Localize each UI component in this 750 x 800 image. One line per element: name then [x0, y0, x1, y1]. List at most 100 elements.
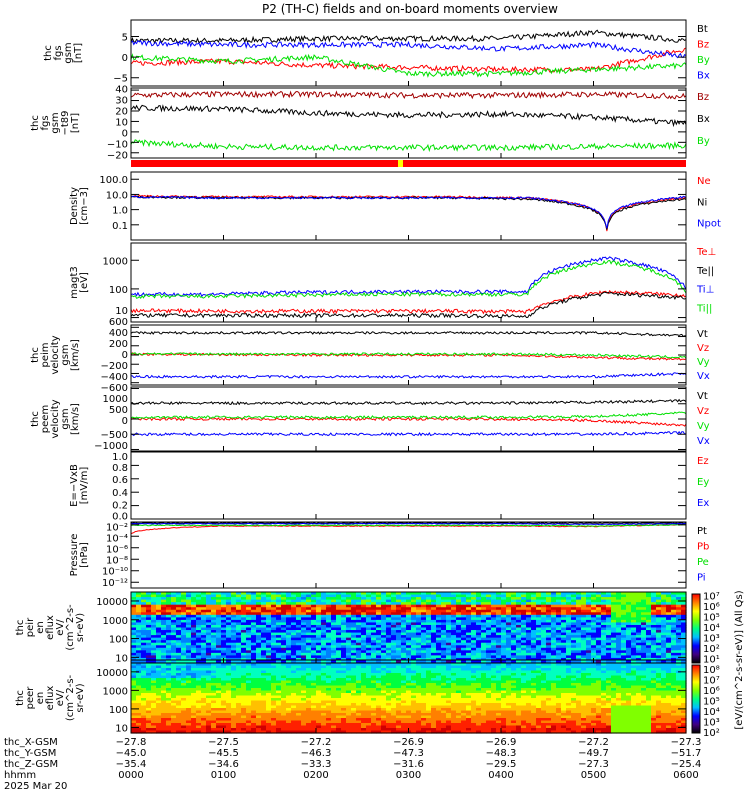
spectrogram-cell — [386, 660, 392, 664]
spectrogram-cell — [141, 604, 147, 608]
spectrogram-cell — [616, 604, 622, 608]
spectrogram-cell — [541, 599, 547, 603]
spectrogram-cell — [196, 690, 202, 694]
spectrogram-cell — [296, 713, 302, 717]
spectrogram-cell — [516, 637, 522, 641]
spectrogram-cell — [601, 637, 607, 641]
spectrogram-cell — [361, 730, 367, 734]
spectrogram-cell — [596, 650, 602, 654]
spectrogram-cell — [311, 708, 317, 712]
y-tick-label: 40 — [115, 85, 128, 96]
spectrogram-cell — [611, 655, 617, 659]
spectrogram-cell — [151, 599, 157, 603]
spectrogram-cell — [251, 710, 257, 714]
spectrogram-cell — [206, 657, 212, 662]
spectrogram-cell — [646, 657, 652, 662]
spectrogram-cell — [241, 678, 247, 682]
spectrogram-cell — [146, 647, 152, 651]
spectrogram-cell — [161, 604, 167, 608]
spectrogram-cell — [301, 678, 307, 682]
spectrogram-cell — [346, 619, 352, 624]
spectrogram-cell — [371, 708, 377, 712]
spectrogram-cell — [146, 700, 152, 704]
spectrogram-cell — [626, 597, 632, 601]
spectrogram-cell — [366, 640, 372, 644]
spectrogram-cell — [161, 640, 167, 644]
spectrogram-cell — [236, 622, 242, 626]
spectrogram-cell — [311, 632, 317, 636]
spectrogram-cell — [321, 665, 327, 669]
y-tick-label: −600 — [101, 383, 128, 394]
spectrogram-cell — [566, 657, 572, 662]
spectrogram-cell — [156, 647, 162, 651]
spectrogram-cell — [366, 604, 372, 608]
legend-1: Ni — [697, 197, 707, 208]
spectrogram-cell — [586, 630, 592, 634]
spectrogram-cell — [591, 602, 597, 606]
spectrogram-cell — [426, 592, 432, 596]
spectrogram-cell — [241, 655, 247, 659]
spectrogram-cell — [656, 607, 662, 611]
spectrogram-cell — [531, 604, 537, 608]
spectrogram-cell — [141, 642, 147, 646]
spectrogram-cell — [336, 609, 342, 613]
spectrogram-cell — [571, 632, 577, 636]
spectrogram-cell — [186, 630, 192, 634]
spectrogram-cell — [596, 609, 602, 613]
spectrogram-cell — [236, 657, 242, 662]
spectrogram-cell — [436, 617, 442, 621]
spectrogram-cell — [581, 655, 587, 659]
spectrogram-cell — [431, 612, 437, 616]
spectrogram-cell — [606, 612, 612, 616]
spectrogram-cell — [296, 673, 302, 677]
spectrogram-cell — [166, 700, 172, 704]
spectrogram-cell — [436, 612, 442, 616]
spectrogram-cell — [191, 624, 197, 629]
spectrogram-cell — [331, 650, 337, 654]
spectrogram-cell — [146, 614, 152, 618]
spectrogram-cell — [461, 647, 467, 651]
spectrogram-cell — [336, 685, 342, 689]
spectrogram-cell — [461, 614, 467, 618]
spectrogram-cell — [391, 597, 397, 601]
spectrogram-cell — [611, 642, 617, 646]
spectrogram-cell — [376, 594, 382, 598]
legend-2: Npot — [697, 219, 721, 230]
spectrogram-cell — [526, 655, 532, 659]
spectrogram-cell — [386, 599, 392, 603]
spectrogram-cell — [386, 592, 392, 596]
spectrogram-cell — [196, 602, 202, 606]
spectrogram-cell — [291, 703, 297, 707]
spectrogram-cell — [596, 657, 602, 662]
spectrogram-cell — [521, 594, 527, 598]
spectrogram-cell — [386, 645, 392, 649]
spectrogram-cell — [331, 635, 337, 639]
spectrogram-cell — [516, 617, 522, 621]
spectrogram-cell — [201, 708, 207, 712]
spectrogram-cell — [431, 607, 437, 611]
spectrogram-cell — [251, 665, 257, 669]
spectrogram-cell — [241, 680, 247, 684]
spectrogram-cell — [311, 617, 317, 621]
y-axis-label-line: [cm−3] — [79, 187, 90, 225]
spectrogram-cell — [671, 597, 677, 601]
spectrogram-cell — [371, 688, 377, 692]
spectrogram-cell — [386, 597, 392, 601]
spectrogram-cell — [316, 685, 322, 689]
spectrogram-cell — [296, 685, 302, 689]
spectrogram-cell — [431, 617, 437, 621]
spectrogram-cell — [286, 647, 292, 651]
spectrogram-cell — [521, 645, 527, 649]
spectrogram-cell — [351, 715, 357, 719]
spectrogram-cell — [406, 718, 412, 722]
spectrogram-cell — [156, 698, 162, 702]
spectrogram-cell — [181, 632, 187, 636]
spectrogram-cell — [371, 693, 377, 697]
spectrogram-cell — [191, 680, 197, 684]
spectrogram-cell — [606, 619, 612, 624]
spectrogram-cell — [501, 655, 507, 659]
spectrogram-cell — [191, 713, 197, 717]
spectrogram-cell — [376, 612, 382, 616]
spectrogram-cell — [341, 673, 347, 677]
spectrogram-cell — [296, 640, 302, 644]
